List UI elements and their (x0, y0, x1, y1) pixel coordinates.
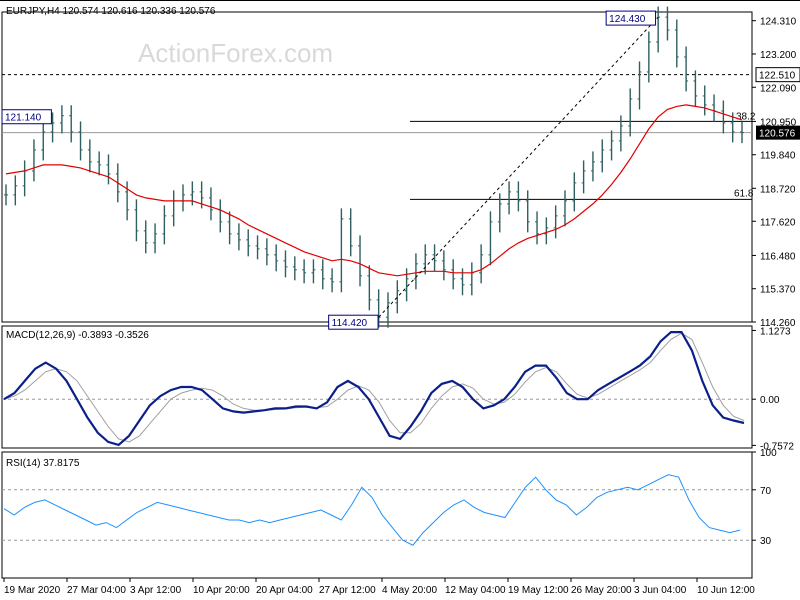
x-tick-label: 27 Mar 04:00 (67, 585, 126, 596)
fib-38-label: 38.2 (736, 111, 756, 122)
macd-tick-label: -0.7572 (760, 441, 794, 452)
price-tick-label: 122.090 (760, 83, 797, 94)
high-callout: 124.430 (609, 14, 646, 25)
fib-trend-line (378, 16, 659, 318)
x-tick-label: 19 May 12:00 (508, 585, 569, 596)
rsi-line (3, 474, 741, 546)
price-tick-label: 124.310 (760, 17, 797, 28)
resistance-label: 122.510 (759, 71, 796, 82)
rsi-panel-frame (1, 451, 753, 579)
fib-61-label: 61.8 (734, 188, 754, 199)
macd-label: MACD(12,26,9) -0.3893 -0.3526 (6, 330, 149, 341)
rsi-tick-label: 100 (760, 448, 777, 459)
current-price-box (756, 125, 800, 140)
x-tick-label: 4 May 20:00 (382, 585, 437, 596)
low-callout: 114.420 (332, 318, 368, 329)
macd-tick-label: 1.1273 (760, 326, 791, 337)
x-tick-label: 3 Jun 04:00 (634, 585, 687, 596)
x-tick-label: 26 May 20:00 (571, 585, 632, 596)
high-callout-box (605, 10, 657, 26)
macd-line (3, 331, 745, 447)
watermark-text: ActionForex.com (138, 38, 333, 68)
price-tick-label: 116.480 (760, 251, 796, 262)
moving-average-line (5, 104, 743, 277)
left-high-callout: 121.140 (5, 113, 42, 124)
price-tick-label: 114.260 (760, 318, 796, 329)
chart-title: EURJPY,H4 120.574 120.616 120.336 120.57… (6, 6, 216, 17)
x-tick-label: 10 Jun 12:00 (697, 585, 755, 596)
rsi-tick-label: 30 (760, 536, 772, 547)
macd-signal-line (3, 332, 745, 443)
macd-panel-frame (1, 325, 753, 449)
price-tick-label: 120.950 (760, 117, 797, 128)
x-tick-label: 19 Mar 2020 (4, 585, 61, 596)
price-tick-label: 118.720 (760, 184, 796, 195)
rsi-label: RSI(14) 37.8175 (6, 458, 80, 469)
current-price-label: 120.576 (759, 129, 796, 140)
x-tick-label: 20 Apr 04:00 (256, 585, 313, 596)
resistance-label-box (755, 67, 800, 83)
rsi-tick-label: 70 (760, 486, 772, 497)
macd-tick-label: 0.00 (760, 395, 780, 406)
price-tick-label: 117.620 (760, 217, 796, 228)
x-tick-label: 10 Apr 20:00 (193, 585, 250, 596)
x-tick-label: 12 May 04:00 (445, 585, 506, 596)
price-panel-frame (1, 11, 753, 323)
x-tick-label: 27 Apr 12:00 (319, 585, 376, 596)
price-tick-label: 123.200 (760, 50, 797, 61)
price-tick-label: 115.370 (760, 285, 796, 296)
left-high-callout-box (1, 109, 52, 125)
low-callout-box (328, 314, 379, 330)
x-tick-label: 3 Apr 12:00 (130, 585, 182, 596)
price-tick-label: 119.840 (760, 151, 796, 162)
